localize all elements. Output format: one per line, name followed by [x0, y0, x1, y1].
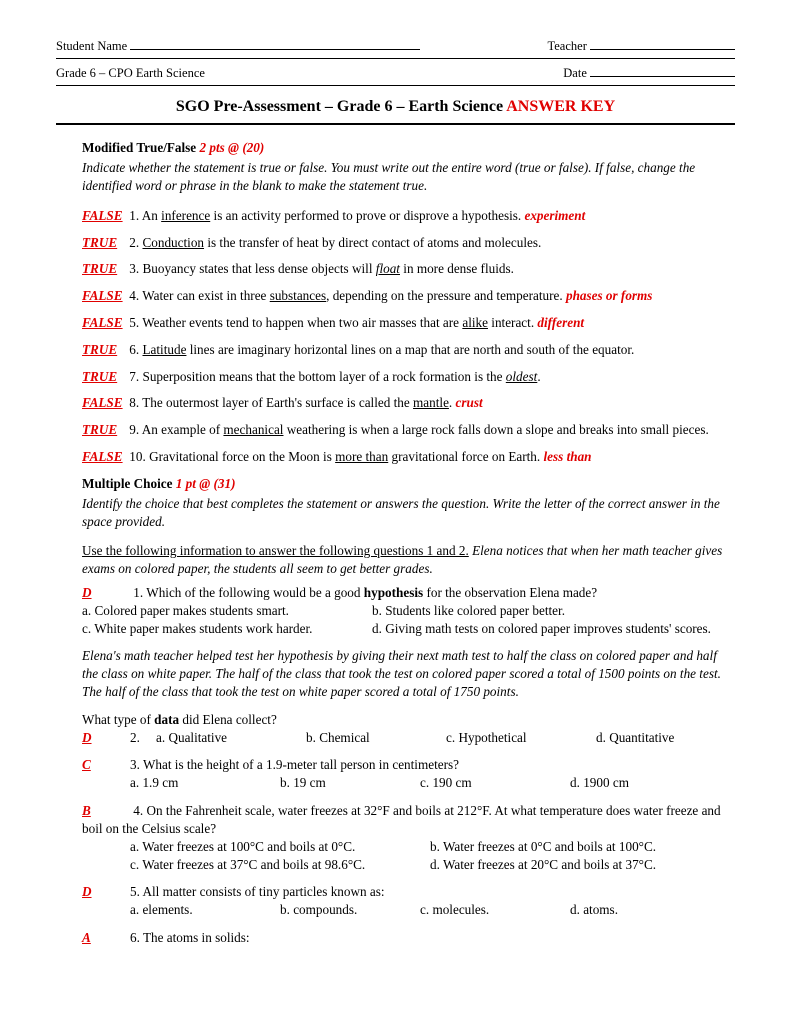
mc-q3-stem: 3. What is the height of a 1.9-meter tal…: [130, 756, 459, 774]
mc-q2-opt-d: d. Quantitative: [596, 729, 674, 747]
tf-instructions: Indicate whether the statement is true o…: [82, 159, 735, 195]
tf-question: FALSE 5. Weather events tend to happen w…: [82, 314, 735, 332]
mc-q4-opt-c: c. Water freezes at 37°C and boils at 98…: [130, 856, 430, 874]
mc-heading: Multiple Choice 1 pt @ (31): [82, 475, 735, 493]
teacher-label: Teacher: [548, 38, 736, 55]
date-label: Date: [563, 65, 735, 82]
tf-answer: TRUE: [82, 421, 126, 439]
tf-answer: FALSE: [82, 287, 126, 305]
tf-keyword: Conduction: [142, 235, 204, 250]
header-row-1: Student Name Teacher: [56, 38, 735, 55]
tf-answer: FALSE: [82, 314, 126, 332]
mc-q3-opt-b: b. 19 cm: [280, 774, 420, 792]
mc-q6-stem: 6. The atoms in solids:: [130, 929, 250, 947]
tf-question: FALSE 8. The outermost layer of Earth's …: [82, 394, 735, 412]
mc-q5-opt-d: d. atoms.: [570, 901, 618, 919]
tf-answer: TRUE: [82, 260, 126, 278]
tf-question: TRUE 9. An example of mechanical weather…: [82, 421, 735, 439]
mc-q4-stem: 4. On the Fahrenheit scale, water freeze…: [82, 803, 721, 836]
tf-keyword: Latitude: [142, 342, 186, 357]
mc-q4-opt-b: b. Water freezes at 0°C and boils at 100…: [430, 838, 656, 856]
document-page: Student Name Teacher Grade 6 – CPO Earth…: [0, 0, 791, 1024]
student-name-label: Student Name: [56, 38, 420, 55]
mc-q5-answer: D: [82, 883, 130, 901]
tf-question: FALSE 1. An inference is an activity per…: [82, 207, 735, 225]
tf-keyword: oldest: [506, 369, 538, 384]
mc-q4-answer: B: [82, 802, 130, 820]
mc-q4-opt-d: d. Water freezes at 20°C and boils at 37…: [430, 856, 656, 874]
tf-answer: FALSE: [82, 448, 126, 466]
mc-q3-opt-c: c. 190 cm: [420, 774, 570, 792]
tf-question-list: FALSE 1. An inference is an activity per…: [82, 207, 735, 466]
mc-q5-opt-a: a. elements.: [130, 901, 280, 919]
mc-q1-answer: D: [82, 584, 130, 602]
tf-question: TRUE 2. Conduction is the transfer of he…: [82, 234, 735, 252]
page-title: SGO Pre-Assessment – Grade 6 – Earth Sci…: [56, 96, 735, 118]
tf-answer: TRUE: [82, 341, 126, 359]
mc-q3-answer: C: [82, 756, 130, 774]
mc-q2-opt-c: c. Hypothetical: [446, 729, 596, 747]
mc-q5-stem: 5. All matter consists of tiny particles…: [130, 883, 385, 901]
tf-question: TRUE 3. Buoyancy states that less dense …: [82, 260, 735, 278]
tf-correction: crust: [456, 395, 483, 410]
tf-keyword: alike: [462, 315, 488, 330]
title-divider: [56, 123, 735, 125]
tf-answer: FALSE: [82, 394, 126, 412]
content-area: Modified True/False 2 pts @ (20) Indicat…: [56, 139, 735, 946]
mc-q1: D 1. Which of the following would be a g…: [82, 584, 735, 637]
tf-answer: TRUE: [82, 368, 126, 386]
mc-q1-opt-c: c. White paper makes students work harde…: [82, 620, 372, 638]
mc-instructions: Identify the choice that best completes …: [82, 495, 735, 531]
tf-keyword: more than: [335, 449, 388, 464]
mc-q5-opt-c: c. molecules.: [420, 901, 570, 919]
header-divider-1: [56, 58, 735, 59]
tf-question: FALSE 10. Gravitational force on the Moo…: [82, 448, 735, 466]
tf-keyword: float: [376, 261, 400, 276]
tf-keyword: mantle: [413, 395, 449, 410]
mc-q2-num: 2.: [130, 729, 156, 747]
mc-q2-opt-b: b. Chemical: [306, 729, 446, 747]
tf-question: TRUE 7. Superposition means that the bot…: [82, 368, 735, 386]
mc-q3-opt-a: a. 1.9 cm: [130, 774, 280, 792]
tf-keyword: substances: [270, 288, 326, 303]
mc-q5-opt-b: b. compounds.: [280, 901, 420, 919]
mc-q4: B 4. On the Fahrenheit scale, water free…: [82, 802, 735, 873]
header-row-2: Grade 6 – CPO Earth Science Date: [56, 65, 735, 82]
mc-q2-opt-a: a. Qualitative: [156, 729, 306, 747]
tf-answer: TRUE: [82, 234, 126, 252]
tf-question: FALSE 4. Water can exist in three substa…: [82, 287, 735, 305]
mc-q5: D 5. All matter consists of tiny particl…: [82, 883, 735, 919]
tf-heading: Modified True/False 2 pts @ (20): [82, 139, 735, 157]
mc-q6-answer: A: [82, 929, 130, 947]
tf-correction: less than: [544, 449, 592, 464]
mc-passage-1: Use the following information to answer …: [82, 542, 735, 578]
mc-q1-opt-b: b. Students like colored paper better.: [372, 602, 565, 620]
mc-q2-answer: D: [82, 729, 130, 747]
mc-passage-2: Elena's math teacher helped test her hyp…: [82, 647, 735, 700]
mc-q2-prompt: What type of data did Elena collect?: [82, 711, 735, 729]
mc-q1-opt-d: d. Giving math tests on colored paper im…: [372, 620, 711, 638]
tf-correction: phases or forms: [566, 288, 652, 303]
tf-correction: experiment: [524, 208, 585, 223]
mc-q4-opt-a: a. Water freezes at 100°C and boils at 0…: [130, 838, 430, 856]
tf-answer: FALSE: [82, 207, 126, 225]
tf-keyword: mechanical: [223, 422, 283, 437]
course-label: Grade 6 – CPO Earth Science: [56, 65, 205, 82]
mc-q3: C 3. What is the height of a 1.9-meter t…: [82, 756, 735, 792]
tf-keyword: inference: [161, 208, 210, 223]
mc-q2: What type of data did Elena collect? D 2…: [82, 711, 735, 747]
mc-q6: A 6. The atoms in solids:: [82, 929, 735, 947]
mc-q1-opt-a: a. Colored paper makes students smart.: [82, 602, 372, 620]
header-divider-2: [56, 85, 735, 86]
tf-question: TRUE 6. Latitude lines are imaginary hor…: [82, 341, 735, 359]
mc-q3-opt-d: d. 1900 cm: [570, 774, 629, 792]
mc-q1-stem: 1. Which of the following would be a goo…: [133, 585, 597, 600]
tf-correction: different: [537, 315, 584, 330]
